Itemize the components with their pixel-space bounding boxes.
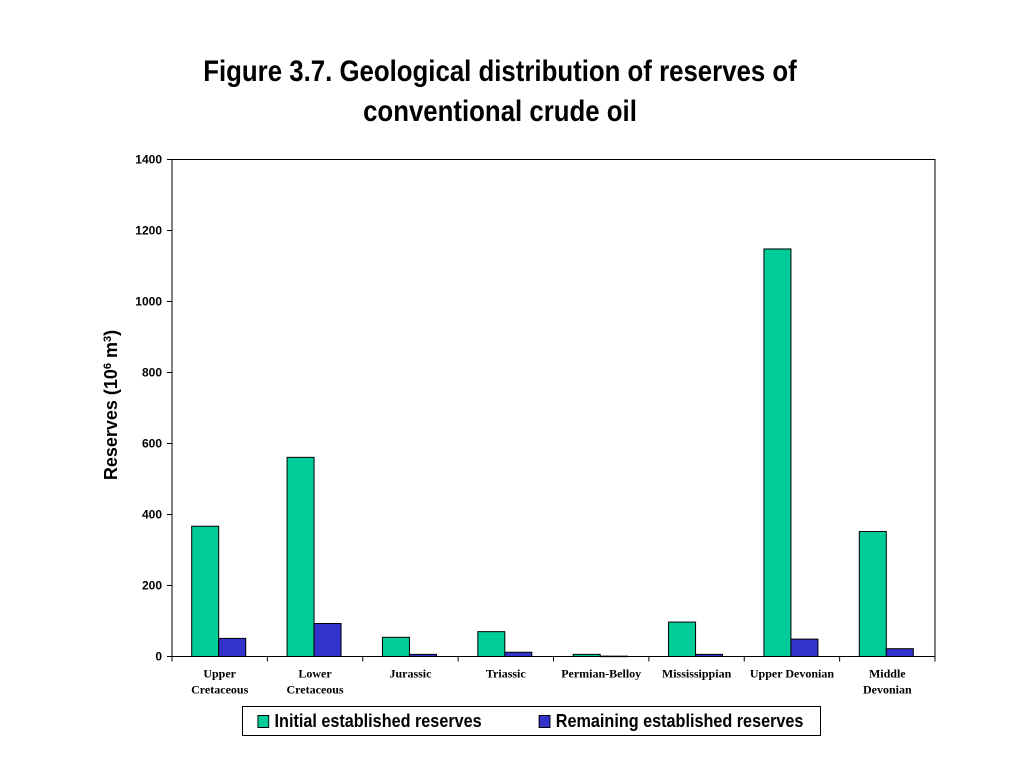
- bar-initial: [286, 456, 315, 657]
- x-tick-label: Jurassic: [389, 667, 432, 681]
- bar-remaining: [599, 655, 628, 658]
- x-axis: Upper Cretaceous Lower Cretaceous Jurassic Tr…: [171, 656, 936, 697]
- bar-initial: [572, 653, 601, 657]
- x-tick-label: Mississippian: [662, 667, 732, 681]
- legend-item-initial: Initial established reserves: [257, 710, 482, 732]
- x-tick-label: Cretaceous: [287, 683, 344, 697]
- x-tick-label: Upper: [203, 667, 236, 681]
- bar-remaining: [408, 653, 437, 657]
- bar-chart: 0 200 400 600 800 1000 1200 1400 Upper Cretaceou…: [101, 153, 936, 697]
- bar-initial: [381, 636, 410, 658]
- x-tick-label: Lower: [298, 667, 332, 681]
- y-tick-label: 400: [142, 508, 162, 522]
- bar-remaining: [790, 638, 819, 657]
- y-tick-label: 1200: [135, 224, 162, 238]
- x-tick-label: Middle: [869, 667, 906, 681]
- x-tick-label: Devonian: [863, 683, 912, 697]
- plot-area-frame: [171, 159, 936, 657]
- x-tick-label: Triassic: [486, 667, 526, 681]
- y-tick-label: 1400: [135, 153, 162, 167]
- bar-remaining: [695, 653, 724, 657]
- y-tick-label: 600: [142, 437, 162, 451]
- bar-remaining: [504, 651, 533, 657]
- y-tick-label: 200: [142, 579, 162, 593]
- bar-remaining: [218, 637, 247, 658]
- chart-title: Figure 3.7. Geological distribution of r…: [203, 55, 797, 128]
- x-tick-label: Cretaceous: [191, 683, 248, 697]
- bar-remaining: [885, 648, 914, 658]
- y-axis-label: Reserves (106 m3): [101, 330, 121, 480]
- bar-initial: [477, 631, 506, 658]
- bar-remaining: [313, 622, 342, 657]
- y-axis: 0 200 400 600 800 1000 1200 1400: [135, 153, 172, 664]
- bar-initial: [191, 525, 220, 658]
- legend-item-remaining: Remaining established reserves: [538, 710, 804, 732]
- x-tick-label: Permian-Belloy: [561, 667, 641, 681]
- y-tick-label: 1000: [135, 295, 162, 309]
- legend-label-remaining: Remaining established reserves: [555, 710, 804, 731]
- bar-initial: [763, 248, 792, 658]
- y-tick-label: 0: [155, 650, 162, 664]
- bar-initial: [858, 531, 887, 657]
- y-tick-label: 800: [142, 366, 162, 380]
- bar-initial: [668, 621, 697, 658]
- bars: [191, 248, 914, 658]
- legend-swatch-remaining: [538, 714, 551, 728]
- legend-swatch-initial: [257, 714, 270, 728]
- legend-label-initial: Initial established reserves: [274, 710, 482, 731]
- legend: Initial established reserves Remaining e…: [242, 706, 821, 736]
- x-tick-label: Upper Devonian: [750, 667, 834, 681]
